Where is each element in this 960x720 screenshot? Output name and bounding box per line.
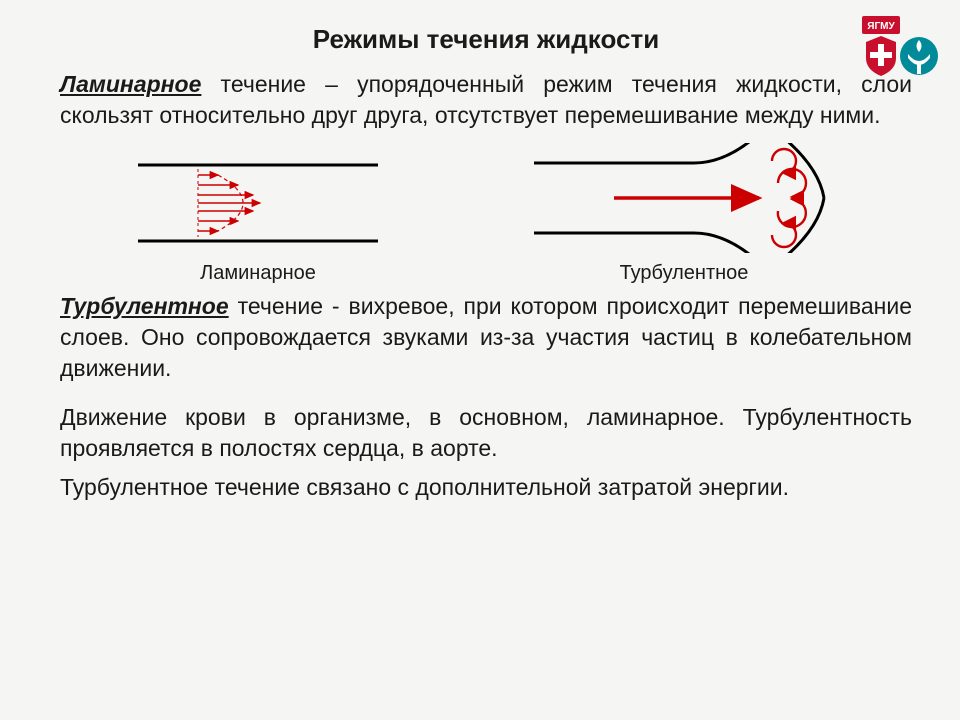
turbulent-diagram bbox=[524, 143, 844, 253]
laminar-diagram-block: Ламинарное bbox=[128, 153, 388, 285]
turbulent-diagram-block: Турбулентное bbox=[524, 143, 844, 285]
logo-text: ЯГМУ bbox=[867, 21, 895, 32]
page-title: Режимы течения жидкости bbox=[60, 24, 912, 55]
paragraph-turbulent: Турбулентное течение - вихревое, при кот… bbox=[60, 291, 912, 384]
logo-badge: ЯГМУ bbox=[862, 16, 940, 85]
term-turbulent: Турбулентное bbox=[60, 293, 229, 319]
laminar-diagram bbox=[128, 153, 388, 253]
turbulent-label: Турбулентное bbox=[524, 262, 844, 285]
laminar-label: Ламинарное bbox=[128, 262, 388, 285]
paragraph-laminar: Ламинарное течение – упорядоченный режим… bbox=[60, 69, 912, 131]
paragraph-energy: Турбулентное течение связано с дополните… bbox=[60, 472, 912, 503]
diagram-row: Ламинарное Турбулентное bbox=[60, 143, 912, 285]
paragraph-blood: Движение крови в организме, в основном, … bbox=[60, 402, 912, 464]
term-laminar: Ламинарное bbox=[60, 71, 201, 97]
